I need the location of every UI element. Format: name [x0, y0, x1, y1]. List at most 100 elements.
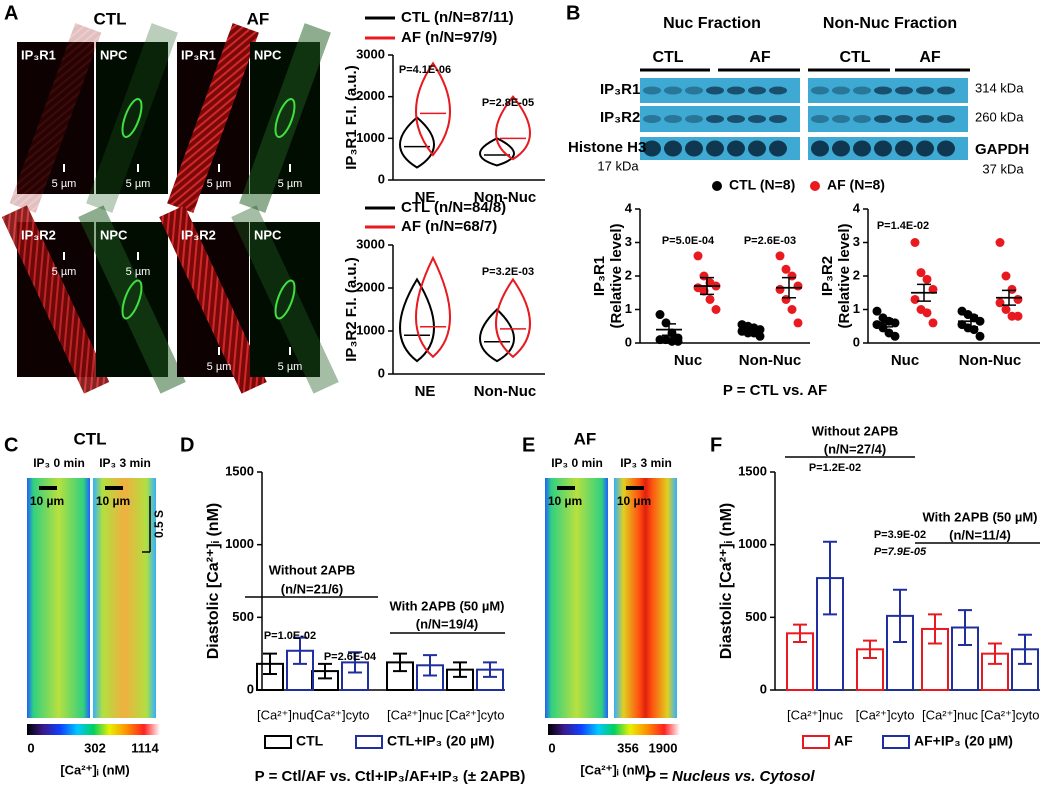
y-tick-label: 1500	[225, 463, 254, 478]
stain-label: IP₃R2	[21, 227, 56, 242]
data-point	[705, 294, 715, 304]
error-bar	[263, 652, 277, 676]
stain-label: NPC	[100, 47, 128, 62]
cell	[86, 23, 178, 213]
band	[643, 86, 661, 95]
cell	[159, 205, 267, 394]
x-tick-label: [Ca²⁺]nuc	[922, 707, 978, 722]
y-axis-label: Diastolic [Ca²⁺]ᵢ (nM)	[205, 503, 222, 659]
violin	[415, 61, 451, 157]
panel-label: A	[4, 2, 18, 24]
scan-label: IP₃ 3 min	[99, 456, 151, 470]
colorbar-tick: 0	[27, 740, 34, 755]
band	[853, 115, 871, 123]
x-tick-label: Non-Nuc	[739, 352, 802, 369]
micrograph	[96, 42, 168, 194]
y-tick-label: 0	[247, 681, 254, 696]
data-point	[781, 264, 791, 274]
data-point	[1013, 311, 1023, 321]
cell	[239, 23, 331, 213]
legend-label: AF (n/N=97/9)	[401, 29, 497, 46]
linescan	[614, 478, 677, 718]
y-tick-label: 2	[625, 267, 632, 282]
group-label: Without 2APB	[812, 423, 899, 438]
stain-label: IP₃R1	[181, 47, 216, 62]
scale-label: 5 µm	[207, 178, 232, 190]
violin	[495, 277, 531, 359]
panel-label: F	[710, 434, 722, 456]
cell	[10, 23, 102, 213]
condition-header: CTL	[93, 9, 126, 28]
y-tick-label: 1	[853, 301, 860, 316]
band	[643, 115, 661, 123]
panel-title: CTL	[73, 429, 106, 448]
data-point	[793, 281, 803, 291]
p-value: P=1.2E-02	[809, 462, 861, 474]
error-bar	[823, 540, 837, 616]
group-header: CTL	[839, 49, 870, 66]
footnote: P = Nucleus vs. Cytosol	[645, 768, 815, 785]
error-bar	[423, 654, 437, 677]
band	[916, 115, 934, 123]
legend-swatch	[712, 181, 722, 191]
scan-label: IP₃ 0 min	[551, 456, 603, 470]
band	[916, 86, 934, 95]
data-point	[995, 298, 1005, 308]
linescan	[27, 478, 90, 718]
y-tick-label: 4	[853, 200, 861, 215]
group-label: With 2APB (50 µM)	[390, 598, 505, 613]
error-bar	[1002, 289, 1016, 306]
legend-label: CTL (N=8)	[729, 177, 795, 193]
y-axis-label: IP₃R2 F.I. (a.u.)	[343, 257, 360, 361]
x-tick-label: NE	[415, 189, 436, 206]
legend-label: CTL (n/N=87/11)	[401, 9, 514, 26]
condition-header: AF	[247, 9, 270, 28]
data-point	[1013, 294, 1023, 304]
colorbar-tick: 1114	[131, 740, 159, 755]
p-value: P=2.8E-05	[482, 97, 534, 109]
band	[874, 115, 892, 123]
group-n: (n/N=11/4)	[949, 527, 1011, 542]
scale-label: 10 µm	[617, 494, 651, 508]
y-tick-label: 4	[625, 200, 633, 215]
band	[811, 140, 829, 157]
band	[916, 140, 934, 157]
legend-label: AF (N=8)	[827, 177, 885, 193]
cell	[2, 205, 110, 394]
scan-label: IP₃ 0 min	[33, 456, 85, 470]
group-n: (n/N=19/4)	[416, 616, 479, 631]
x-tick-label: [Ca²⁺]nuc	[787, 707, 843, 722]
y-tick-label: 0	[378, 365, 385, 380]
y-tick-label: 0	[625, 334, 632, 349]
band	[769, 115, 787, 123]
p-value: P=1.0E-02	[264, 630, 316, 642]
panel-label: E	[522, 434, 535, 456]
violin	[479, 308, 515, 363]
data-point	[1001, 305, 1011, 314]
y-tick-label: 2	[853, 267, 860, 282]
size-label: 37 kDa	[982, 161, 1024, 176]
panel-label: C	[4, 434, 18, 456]
scale-label: 5 µm	[278, 361, 303, 373]
legend-label: CTL	[296, 733, 324, 749]
error-bar	[893, 588, 907, 644]
x-tick-label: [Ca²⁺]nuc	[387, 707, 443, 722]
stain-label: IP₃R2	[181, 227, 216, 242]
scale-label: 5 µm	[126, 266, 151, 278]
legend-label: CTL+IP₃ (20 µM)	[387, 733, 495, 749]
data-point	[655, 310, 665, 320]
panel-label: B	[566, 2, 580, 24]
x-tick-label: NE	[415, 383, 436, 400]
y-axis-label: IP₃R2	[819, 256, 836, 296]
error-bar	[662, 323, 676, 337]
y-tick-label: 1500	[738, 463, 767, 478]
y-axis-label: IP₃R1 F.I. (a.u.)	[343, 65, 360, 169]
band	[811, 115, 829, 123]
group-label: With 2APB (50 µM)	[923, 509, 1038, 524]
nucleus	[121, 98, 143, 138]
band	[769, 86, 787, 95]
band	[895, 115, 913, 123]
p-value: P=1.4E-02	[877, 220, 929, 232]
y-tick-label: 3	[625, 234, 632, 249]
footnote: P = Ctl/AF vs. Ctl+IP₃/AF+IP₃ (± 2APB)	[255, 768, 526, 785]
